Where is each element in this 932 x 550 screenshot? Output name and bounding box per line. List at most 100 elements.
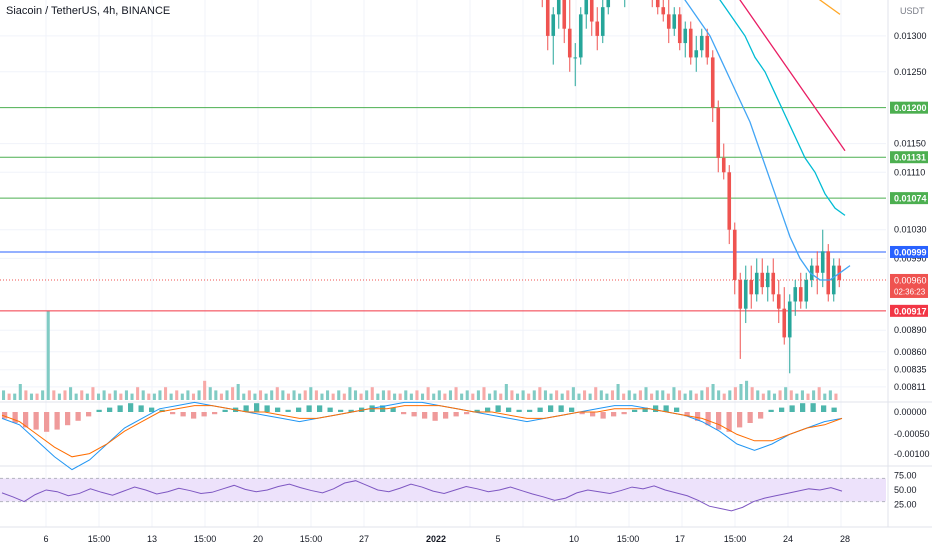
volume-bar	[555, 390, 559, 400]
time-tick-label: 17	[675, 534, 685, 544]
chart-title: Siacoin / TetherUS, 4h, BINANCE	[6, 5, 171, 17]
time-tick-label: 15:00	[194, 534, 217, 544]
macd-histogram-bar	[443, 412, 449, 419]
candle-body	[551, 14, 556, 36]
volume-bar	[353, 390, 358, 400]
volume-bar	[610, 390, 615, 400]
macd-histogram-bar	[44, 412, 50, 432]
macd-histogram-bar	[621, 412, 627, 415]
volume-bar	[644, 387, 648, 400]
volume-bar	[711, 384, 715, 400]
macd-histogram-bar	[663, 405, 669, 412]
macd-histogram-bar	[12, 412, 18, 423]
last-price-tag	[890, 273, 928, 298]
volume-bar	[41, 390, 45, 400]
volume-bar	[231, 387, 235, 400]
macd-histogram-bar	[800, 403, 806, 412]
price-tick-label: 0.01150	[894, 139, 926, 149]
price-tick-label: 0.01030	[894, 225, 927, 235]
volume-bar	[616, 384, 620, 400]
candle-body	[683, 28, 688, 44]
macd-histogram-bar	[23, 412, 29, 428]
macd-histogram-bar	[516, 409, 522, 412]
volume-bar	[158, 390, 162, 400]
macd-histogram-bar	[485, 407, 491, 412]
candle-body	[809, 265, 814, 280]
level-tag-label: 0.01074	[894, 194, 927, 204]
candle-body	[793, 287, 798, 302]
volume-bar	[767, 390, 771, 400]
candle-body	[694, 50, 699, 58]
volume-bar	[387, 390, 391, 400]
candle-body	[787, 301, 792, 338]
macd-histogram-bar	[159, 409, 165, 412]
price-tick-label: 0.00890	[894, 325, 927, 335]
candle-body	[738, 279, 743, 309]
candle-body	[760, 272, 765, 288]
volume-bar	[63, 390, 67, 400]
macd-histogram-bar	[831, 407, 837, 412]
time-tick-label: 5	[495, 534, 500, 544]
candle-body	[716, 107, 721, 158]
volume-bar	[689, 390, 693, 400]
currency-label: USDT	[900, 6, 925, 16]
candle-body	[815, 265, 820, 273]
volume-bar	[85, 393, 89, 400]
volume-bar	[583, 390, 587, 400]
rsi-tick-label: 25.00	[894, 499, 917, 509]
rsi-band	[0, 478, 886, 502]
volume-bar	[303, 390, 307, 400]
macd-histogram-bar	[285, 409, 291, 412]
volume-bar	[683, 393, 687, 400]
macd-histogram-bar	[737, 412, 743, 428]
volume-bar	[784, 387, 788, 400]
macd-histogram-bar	[432, 412, 438, 421]
price-tick-label: 0.00811	[894, 382, 926, 392]
volume-bar	[471, 393, 475, 400]
macd-histogram-bar	[810, 403, 816, 412]
macd-tick-label: -0.00100	[894, 449, 930, 459]
volume-bar	[571, 387, 575, 400]
macd-histogram-bar	[453, 412, 459, 417]
macd-histogram-bar	[222, 409, 228, 412]
volume-bar	[599, 390, 603, 400]
candle-body	[771, 272, 776, 295]
volume-bar	[432, 393, 436, 400]
countdown-label: 02:36:23	[894, 287, 926, 296]
volume-bar	[398, 393, 402, 400]
macd-histogram-bar	[653, 405, 659, 412]
level-tag	[890, 101, 928, 114]
macd-histogram-bar	[390, 407, 396, 412]
volume-bar	[381, 390, 385, 400]
volume-bar	[180, 393, 184, 400]
macd-histogram-bar	[170, 412, 176, 415]
volume-bar	[91, 387, 95, 400]
volume-bar	[130, 393, 134, 400]
candle-body	[578, 14, 583, 58]
candle-body	[765, 272, 770, 288]
time-tick-label: 27	[359, 534, 369, 544]
candle-body	[776, 294, 781, 309]
macd-tick-label: 0.00000	[894, 407, 927, 417]
volume-bar	[24, 390, 28, 400]
volume-bar	[812, 390, 816, 400]
volume-bar	[772, 393, 777, 400]
macd-histogram-bar	[705, 412, 711, 426]
price-tick-label: 0.01300	[894, 31, 927, 41]
candle-body	[655, 0, 660, 8]
level-tag	[890, 245, 928, 258]
volume-bar	[588, 393, 592, 400]
volume-bar	[627, 390, 631, 400]
candle-body	[804, 279, 809, 302]
candle-body	[661, 7, 666, 15]
macd-histogram-bar	[674, 407, 680, 412]
volume-bar	[52, 390, 56, 400]
volume-bar	[152, 393, 156, 400]
macd-histogram-bar	[138, 405, 144, 412]
volume-bar	[515, 393, 520, 400]
volume-bar	[499, 393, 503, 400]
last-price-label: 0.00960	[894, 275, 927, 285]
volume-bar	[823, 393, 827, 400]
volume-bar	[750, 387, 754, 400]
